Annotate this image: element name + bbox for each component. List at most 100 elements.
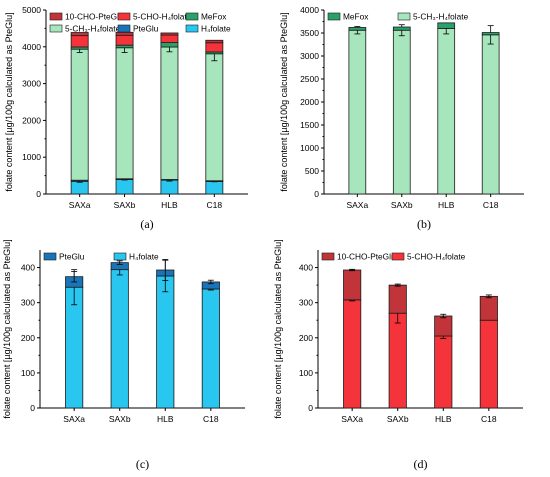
bar-HLB-0 bbox=[434, 335, 453, 409]
legend-swatch bbox=[113, 252, 127, 261]
bar-SAXa-4 bbox=[70, 35, 89, 48]
legend-label: 5-CH₃-H₄folate bbox=[65, 24, 121, 34]
bar-HLB-1 bbox=[437, 22, 456, 29]
legend-label: MeFox bbox=[343, 12, 369, 22]
y-tick-label: 2500 bbox=[300, 74, 319, 84]
x-tick-label: HLB bbox=[435, 414, 452, 424]
panel-label: (b) bbox=[417, 217, 431, 231]
x-tick-label: SAXa bbox=[63, 414, 85, 424]
x-tick-label: HLB bbox=[161, 200, 178, 210]
legend-label: H₄folate bbox=[129, 252, 159, 262]
bar-SAXb-5 bbox=[115, 31, 134, 36]
x-tick-label: SAXb bbox=[114, 200, 136, 210]
x-tick-label: SAXa bbox=[69, 200, 91, 210]
bar-SAXa-2 bbox=[70, 48, 89, 181]
legend-label: PteGlu bbox=[133, 24, 159, 34]
y-axis-label: folate content [µg/100g calculated as Pt… bbox=[273, 239, 283, 418]
y-tick-label: 5000 bbox=[22, 5, 41, 15]
legend-label: MeFox bbox=[201, 12, 227, 22]
bar-HLB-1 bbox=[434, 315, 453, 337]
y-tick-label: 1500 bbox=[300, 120, 319, 130]
bar-HLB-0 bbox=[160, 179, 179, 195]
chart-panel-a: 0 1000 2000 3000 4000 5000 SAXa SAXb HLB C18 folat… bbox=[4, 5, 248, 231]
panel-label: (c) bbox=[136, 457, 149, 471]
x-tick-label: C18 bbox=[207, 200, 223, 210]
legend-swatch bbox=[49, 24, 63, 33]
bar-SAXb-0 bbox=[392, 29, 411, 195]
legend-swatch bbox=[327, 12, 341, 21]
y-tick-label: 3500 bbox=[300, 28, 319, 38]
y-tick-label: 0 bbox=[314, 189, 319, 199]
x-tick-label: HLB bbox=[157, 414, 174, 424]
legend-label: 5-CH₃-H₄folate bbox=[413, 12, 469, 22]
legend-swatch bbox=[397, 12, 411, 21]
y-tick-label: 4000 bbox=[22, 42, 41, 52]
y-tick-label: 0 bbox=[36, 189, 41, 199]
y-axis-label: folate content [µg/100g calculated as Pt… bbox=[2, 239, 12, 418]
bar-SAXb-1 bbox=[392, 26, 411, 31]
y-tick-label: 4000 bbox=[300, 5, 319, 15]
bar-SAXa-5 bbox=[70, 32, 89, 37]
y-axis-label: folate content [µg/100g calculated as Pt… bbox=[4, 12, 14, 191]
bar-C18-1 bbox=[479, 295, 498, 321]
chart-panel-b: 0 500 1000 1500 2000 2500 3000 3500 4000 SAXa SAXb… bbox=[279, 5, 524, 231]
legend-label: PteGlu bbox=[59, 252, 85, 262]
x-tick-label: SAXb bbox=[391, 200, 413, 210]
legend-swatch bbox=[185, 24, 199, 33]
bar-HLB-3 bbox=[160, 42, 179, 48]
bar-SAXa-0 bbox=[70, 180, 89, 195]
legend-swatch bbox=[117, 24, 131, 33]
y-tick-label: 1000 bbox=[300, 143, 319, 153]
bar-SAXb-1 bbox=[388, 284, 407, 314]
legend-label: 5-CHO-H₄folate bbox=[133, 12, 192, 22]
bar-C18-4 bbox=[205, 42, 224, 53]
y-tick-label: 100 bbox=[299, 368, 313, 378]
bar-SAXa-0 bbox=[343, 299, 362, 409]
legend-label: 5-CHO-H₄folate bbox=[407, 252, 466, 262]
legend-swatch bbox=[117, 12, 131, 21]
y-tick-label: 100 bbox=[21, 368, 35, 378]
y-axis-label: folate content [µg/100g calculated as Pt… bbox=[279, 12, 289, 191]
chart-panel-c: 0 100 200 300 400 SAXa SAXb HLB C18 folate conten… bbox=[2, 239, 245, 471]
bar-C18-0 bbox=[479, 319, 498, 409]
y-tick-label: 1000 bbox=[22, 152, 41, 162]
x-tick-label: HLB bbox=[438, 200, 455, 210]
y-tick-label: 500 bbox=[305, 166, 319, 176]
bar-SAXb-2 bbox=[115, 47, 134, 180]
legend-label: H₄folate bbox=[201, 24, 231, 34]
bar-HLB-2 bbox=[160, 46, 179, 180]
x-tick-label: SAXb bbox=[387, 414, 409, 424]
y-tick-label: 0 bbox=[308, 403, 313, 413]
x-tick-label: C18 bbox=[483, 200, 499, 210]
y-tick-label: 400 bbox=[299, 263, 313, 273]
legend-swatch bbox=[391, 252, 405, 261]
y-tick-label: 2000 bbox=[300, 97, 319, 107]
y-tick-label: 400 bbox=[21, 263, 35, 273]
y-tick-label: 300 bbox=[299, 298, 313, 308]
y-tick-label: 3000 bbox=[300, 51, 319, 61]
legend-swatch bbox=[43, 252, 57, 261]
bar-HLB-0 bbox=[156, 275, 175, 409]
bar-SAXa-1 bbox=[343, 269, 362, 301]
bar-SAXa-0 bbox=[65, 286, 84, 409]
x-tick-label: SAXa bbox=[346, 200, 368, 210]
bar-SAXa-0 bbox=[348, 29, 367, 195]
x-tick-label: SAXa bbox=[341, 414, 363, 424]
bar-C18-0 bbox=[201, 288, 220, 409]
y-tick-label: 200 bbox=[299, 333, 313, 343]
panel-label: (a) bbox=[140, 217, 153, 231]
bar-C18-0 bbox=[205, 181, 224, 195]
y-tick-label: 3000 bbox=[22, 79, 41, 89]
bar-C18-0 bbox=[481, 34, 500, 195]
bar-HLB-5 bbox=[160, 32, 179, 36]
bar-SAXb-0 bbox=[110, 269, 129, 409]
legend-swatch bbox=[185, 12, 199, 21]
bar-SAXb-0 bbox=[388, 312, 407, 409]
y-tick-label: 2000 bbox=[22, 115, 41, 125]
bar-SAXb-4 bbox=[115, 34, 134, 46]
legend-label: 10-CHO-PteGlu bbox=[337, 252, 396, 262]
bar-HLB-0 bbox=[437, 27, 456, 195]
panel-label: (d) bbox=[414, 457, 428, 471]
y-tick-label: 300 bbox=[21, 298, 35, 308]
